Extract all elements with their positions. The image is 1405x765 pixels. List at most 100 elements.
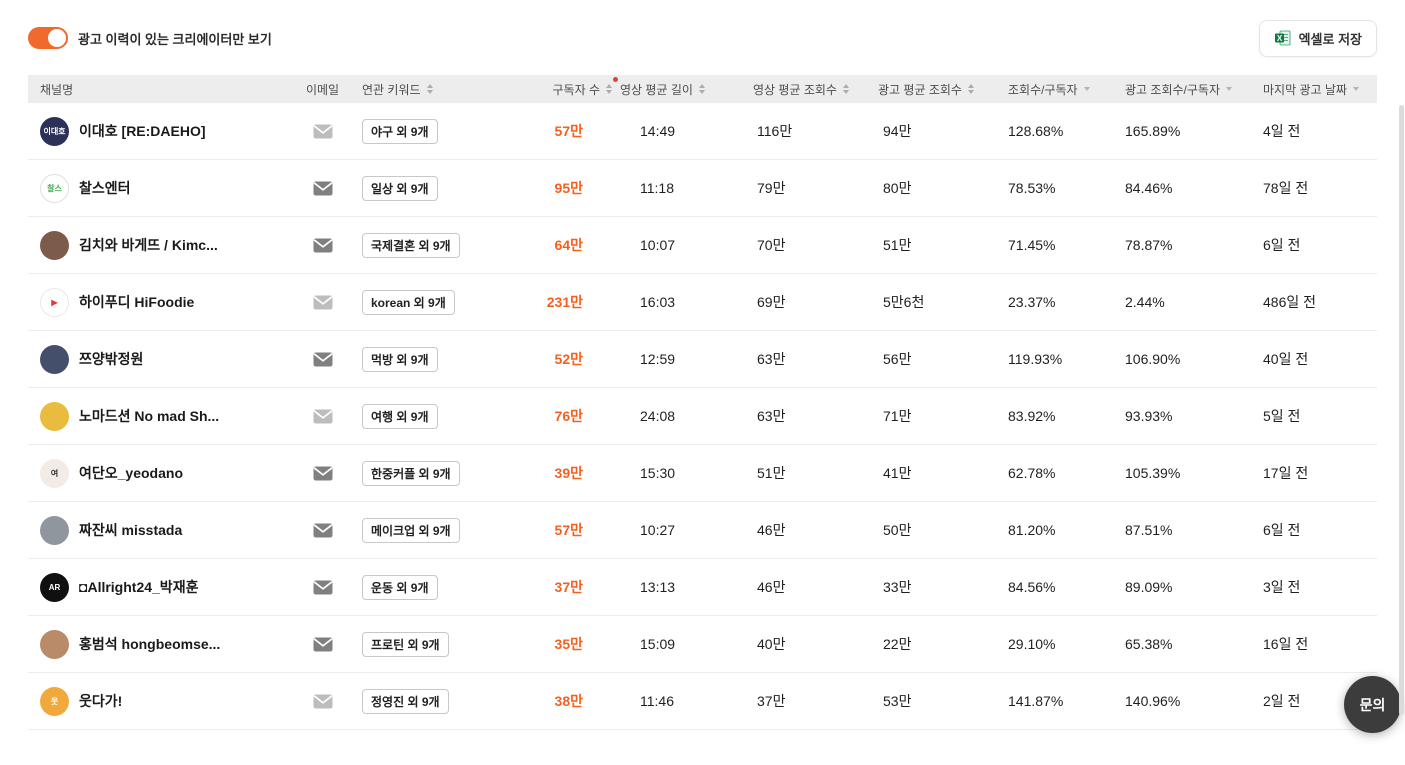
email-icon[interactable] [313,295,333,310]
avg-ad-views: 51만 [883,237,912,253]
channel-name[interactable]: 찰스엔터 [79,180,131,196]
toggle-knob [48,29,66,47]
email-icon[interactable] [313,238,333,253]
column-header[interactable]: 영상 평균 조회수 [753,75,878,103]
column-header: 채널명 [28,75,300,103]
column-header[interactable]: 광고 평균 조회수 [878,75,1008,103]
email-icon[interactable] [313,124,333,139]
channel-name[interactable]: 웃다가! [79,693,123,709]
views-per-subscriber: 78.53% [1008,180,1056,196]
table-row[interactable]: 김치와 바게뜨 / Kimc... 국제결혼 외 9개 64만 10:07 70… [28,217,1377,274]
table-row[interactable]: 웃 웃다가! 정영진 외 9개 38만 11:46 37만 53만 141.87… [28,673,1377,730]
column-header[interactable]: 조회수/구독자 [1008,75,1125,103]
table-row[interactable]: 찰스 찰스엔터 일상 외 9개 95만 11:18 79만 80만 78.53%… [28,160,1377,217]
channel-name[interactable]: 쯔양밖정원 [79,351,144,367]
notification-dot [613,76,618,82]
email-icon[interactable] [313,181,333,196]
sort-updown-icon [698,84,705,94]
channel-name[interactable]: 김치와 바게뜨 / Kimc... [79,237,218,253]
table-row[interactable]: 이대호 이대호 [RE:DAEHO] 야구 외 9개 57만 14:49 116… [28,103,1377,160]
keyword-chip[interactable]: 한중커플 외 9개 [362,460,460,486]
keyword-chip[interactable]: 프로틴 외 9개 [362,631,449,657]
avg-video-length: 10:07 [640,237,676,253]
avg-video-views: 51만 [757,465,786,481]
subscriber-count: 35만 [554,636,583,652]
views-per-subscriber: 84.56% [1008,579,1056,595]
table-row[interactable]: 홍범석 hongbeomse... 프로틴 외 9개 35만 15:09 40만… [28,616,1377,673]
channel-name[interactable]: 짜잔씨 misstada [79,522,183,538]
last-ad-date: 2일 전 [1263,693,1301,709]
channel-name[interactable]: 이대호 [RE:DAEHO] [79,123,206,139]
keyword-chip[interactable]: 일상 외 9개 [362,175,438,201]
avg-video-length: 13:13 [640,579,676,595]
email-icon[interactable] [313,409,333,424]
ad-history-filter: 광고 이력이 있는 크리에이터만 보기 [28,27,272,49]
email-icon[interactable] [313,637,333,652]
toolbar: 광고 이력이 있는 크리에이터만 보기 X 엑셀로 저장 [28,19,1377,57]
subscriber-count: 95만 [554,180,583,196]
inquiry-fab-button[interactable]: 문의 [1344,676,1401,733]
column-header[interactable]: 구독자 수 [530,75,618,103]
ad-views-per-subscriber: 78.87% [1125,237,1173,253]
keyword-chip[interactable]: 메이크업 외 9개 [362,517,460,543]
subscriber-count: 52만 [554,351,583,367]
sort-desc-icon [1352,87,1359,91]
keyword-chip[interactable]: korean 외 9개 [362,289,455,315]
channel-name[interactable]: 홍범석 hongbeomse... [79,636,221,652]
scrollbar-thumb[interactable] [1399,105,1404,715]
channel-name[interactable]: 하이푸디 HiFoodie [79,294,195,310]
creator-table: 채널명 이메일 연관 키워드 구독자 수 영상 평균 길이 영상 평균 조회수 광고 평균 … [28,75,1377,730]
column-header[interactable]: 마지막 광고 날짜 [1263,75,1377,103]
sort-updown-icon [426,84,433,94]
column-header[interactable]: 광고 조회수/구독자 [1125,75,1263,103]
last-ad-date: 16일 전 [1263,636,1309,652]
avg-video-views: 46만 [757,522,786,538]
table-row[interactable]: ▶ 하이푸디 HiFoodie korean 외 9개 231만 16:03 6… [28,274,1377,331]
last-ad-date: 4일 전 [1263,123,1301,139]
subscriber-count: 76만 [554,408,583,424]
email-icon[interactable] [313,694,333,709]
channel-avatar [40,230,69,260]
last-ad-date: 6일 전 [1263,237,1301,253]
keyword-chip[interactable]: 정영진 외 9개 [362,688,449,714]
views-per-subscriber: 29.10% [1008,636,1056,652]
avg-video-length: 10:27 [640,522,676,538]
keyword-chip[interactable]: 먹방 외 9개 [362,346,438,372]
email-icon[interactable] [313,523,333,538]
sort-desc-icon [1083,87,1090,91]
last-ad-date: 5일 전 [1263,408,1301,424]
channel-name[interactable]: 여단오_yeodano [79,465,183,481]
channel-avatar: 찰스 [40,173,69,203]
keyword-chip[interactable]: 국제결혼 외 9개 [362,232,460,258]
ad-views-per-subscriber: 87.51% [1125,522,1173,538]
views-per-subscriber: 83.92% [1008,408,1056,424]
keyword-chip[interactable]: 운동 외 9개 [362,574,438,600]
keyword-chip[interactable]: 여행 외 9개 [362,403,438,429]
email-icon[interactable] [313,466,333,481]
channel-name[interactable]: ◘Allright24_박재훈 [79,579,199,595]
table-row[interactable]: AR ◘Allright24_박재훈 운동 외 9개 37만 13:13 46만… [28,559,1377,616]
table-row[interactable]: 짜잔씨 misstada 메이크업 외 9개 57만 10:27 46만 50만… [28,502,1377,559]
keyword-chip[interactable]: 야구 외 9개 [362,118,438,144]
avg-ad-views: 80만 [883,180,912,196]
table-row[interactable]: 쯔양밖정원 먹방 외 9개 52만 12:59 63만 56만 119.93% … [28,331,1377,388]
avatar-label: AR [48,582,61,592]
ad-history-toggle[interactable] [28,27,68,49]
subscriber-count: 64만 [554,237,583,253]
channel-name[interactable]: 노마드션 No mad Sh... [79,408,220,424]
email-icon[interactable] [313,352,333,367]
table-row[interactable]: 여 여단오_yeodano 한중커플 외 9개 39만 15:30 51만 41… [28,445,1377,502]
email-icon[interactable] [313,580,333,595]
export-excel-button[interactable]: X 엑셀로 저장 [1258,19,1377,57]
channel-avatar: 웃 [40,686,69,716]
table-row[interactable]: 노마드션 No mad Sh... 여행 외 9개 76만 24:08 63만 … [28,388,1377,445]
ad-views-per-subscriber: 2.44% [1125,294,1165,310]
avatar-label: 웃 [50,696,59,706]
column-header[interactable]: 영상 평균 길이 [613,75,753,103]
column-header[interactable]: 연관 키워드 [345,75,530,103]
ad-views-per-subscriber: 89.09% [1125,579,1173,595]
channel-avatar: 이대호 [40,116,69,146]
avg-ad-views: 94만 [883,123,912,139]
avg-video-length: 15:30 [640,465,676,481]
column-header-label: 영상 평균 길이 [620,82,693,97]
